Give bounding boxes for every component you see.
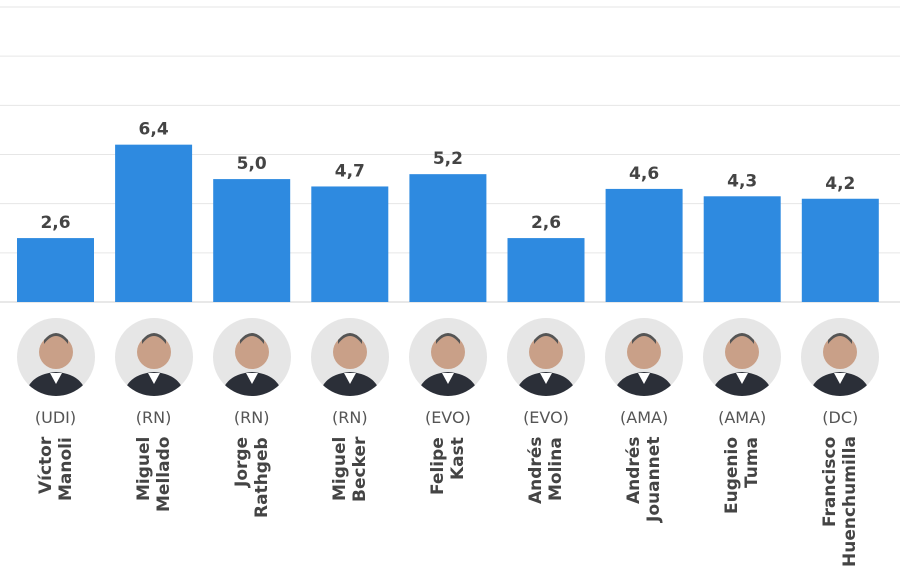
person-icon xyxy=(24,333,87,396)
portrait-photo xyxy=(310,318,389,396)
candidate-name: Andrés Jouannet xyxy=(624,437,664,567)
person-icon xyxy=(711,333,774,396)
portrait-photo xyxy=(212,318,291,396)
data-label: 2,6 xyxy=(40,213,70,233)
portrait-photo xyxy=(801,318,880,396)
person-icon xyxy=(809,333,872,396)
data-label: 5,2 xyxy=(433,149,463,169)
last-name: Becker xyxy=(349,437,370,503)
first-name: Jorge xyxy=(231,437,252,488)
party-label: (EVO) xyxy=(523,408,569,427)
bar xyxy=(311,186,389,302)
first-name: Andrés xyxy=(624,437,645,505)
data-label: 6,4 xyxy=(139,120,169,140)
bar xyxy=(409,174,487,302)
first-name: Miguel xyxy=(133,437,154,502)
bar xyxy=(213,179,291,302)
person-icon xyxy=(515,333,577,396)
party-label: (AMA) xyxy=(620,408,669,427)
last-name: Mellado xyxy=(153,437,174,513)
data-label: 2,6 xyxy=(531,213,561,233)
portrait-photo xyxy=(114,318,193,396)
person-icon xyxy=(416,333,479,396)
bar xyxy=(801,198,879,302)
first-name: Eugenio xyxy=(722,437,743,515)
bar xyxy=(115,144,193,302)
party-label: (UDI) xyxy=(34,408,77,427)
data-label: 5,0 xyxy=(237,154,267,174)
last-name: Jouannet xyxy=(644,437,665,523)
data-label: 4,2 xyxy=(825,174,855,194)
first-name: Víctor xyxy=(35,437,56,495)
candidate-name: Miguel Mellado xyxy=(134,437,174,567)
data-label: 4,3 xyxy=(727,171,757,191)
bar xyxy=(703,196,781,302)
data-label: 4,6 xyxy=(629,164,659,184)
last-name: Huenchumilla xyxy=(840,436,861,567)
first-name: Felipe xyxy=(427,437,448,495)
candidate-name: Eugenio Tuma xyxy=(722,437,762,567)
person-icon xyxy=(318,333,381,396)
portrait-photo xyxy=(507,318,585,396)
candidate-name: Andrés Molina xyxy=(526,437,566,567)
portrait-photo xyxy=(408,318,487,396)
last-name: Molina xyxy=(546,437,566,501)
party-label: (AMA) xyxy=(718,408,767,427)
first-name: Miguel xyxy=(329,437,350,502)
last-name: Manoli xyxy=(55,437,76,501)
portrait-photo xyxy=(16,318,95,396)
party-label: (RN) xyxy=(332,408,368,427)
last-name: Kast xyxy=(447,437,468,480)
portrait-photo xyxy=(703,318,782,396)
party-label: (EVO) xyxy=(424,408,471,427)
last-name: Tuma xyxy=(742,437,763,489)
party-label: (RN) xyxy=(233,408,270,427)
party-label: (DC) xyxy=(822,408,859,427)
candidate-name: Miguel Becker xyxy=(330,437,370,567)
person-icon xyxy=(122,333,185,396)
bar xyxy=(507,238,585,302)
bar xyxy=(605,188,683,302)
candidate-name: Víctor Manoli xyxy=(36,437,76,567)
first-name: Francisco xyxy=(820,437,841,528)
first-name: Andrés xyxy=(526,437,546,505)
portrait-photo xyxy=(605,318,684,396)
last-name: Rathgeb xyxy=(251,437,272,518)
bar xyxy=(17,238,94,302)
candidate-name: Felipe Kast xyxy=(428,437,468,567)
candidate-name: Francisco Huenchumilla xyxy=(820,436,861,567)
candidate-name: Jorge Rathgeb xyxy=(232,437,272,567)
person-icon xyxy=(613,333,676,396)
party-label: (RN) xyxy=(135,408,172,427)
data-label: 4,7 xyxy=(335,161,365,181)
person-icon xyxy=(220,333,283,396)
